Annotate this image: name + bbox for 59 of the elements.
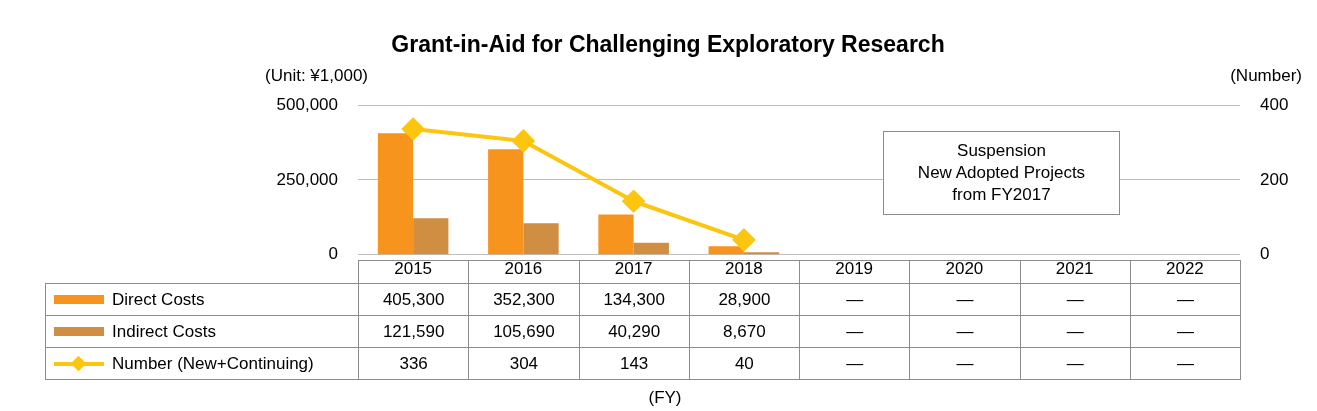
text: —	[956, 321, 974, 341]
x-tick-label: 2021	[1055, 258, 1094, 278]
text: —	[846, 321, 864, 341]
y2-tick-label: 200	[1260, 169, 1289, 189]
text: —	[1176, 289, 1194, 309]
text: —	[846, 289, 864, 309]
data-label: 28,900	[688, 283, 800, 316]
chart-title: Grant-in-Aid for Challenging Exploratory Research	[391, 31, 945, 58]
data-label: 105,690	[468, 315, 580, 348]
y2-axis-title: (Number)	[1230, 65, 1302, 85]
point	[622, 190, 645, 213]
data-label: 143	[578, 347, 690, 380]
x-tick-label: 2015	[394, 258, 433, 278]
legend-label: Indirect Costs	[112, 321, 216, 342]
bar	[413, 218, 449, 255]
bar	[488, 149, 524, 255]
annotation: Suspension New Adopted Projects from FY2017	[917, 140, 1086, 206]
text-box: Suspension New Adopted Projects from FY2017	[883, 131, 1120, 215]
legend-label: Direct Costs	[112, 289, 205, 310]
data-label: 121,590	[358, 315, 470, 348]
data-label: 352,300	[468, 283, 580, 316]
bar	[633, 242, 669, 255]
x-tick-label: 2017	[614, 258, 653, 278]
y2-tick-label: 0	[1260, 244, 1270, 264]
x-tick-label: 2020	[945, 258, 984, 278]
bar	[523, 223, 559, 255]
data-label: 304	[468, 347, 580, 380]
y-tick-label: 500,000	[276, 94, 338, 114]
text: —	[1066, 289, 1084, 309]
text: —	[1066, 321, 1084, 341]
data-label: 134,300	[578, 283, 690, 316]
x-tick-label: 2016	[504, 258, 543, 278]
y-tick-label: 250,000	[276, 169, 338, 189]
x-tick-label: 2018	[724, 258, 763, 278]
point	[732, 228, 755, 251]
x-tick-label: 2019	[835, 258, 874, 278]
text: (FY)	[647, 388, 683, 409]
y2-tick-label: 400	[1260, 94, 1289, 114]
data-label: 336	[358, 347, 470, 380]
data-label: 405,300	[358, 283, 470, 316]
x-tick-label: 2022	[1165, 258, 1204, 278]
y-axis-title: (Unit: ¥1,000)	[265, 65, 368, 85]
bar	[598, 214, 634, 255]
data-label: 40	[688, 347, 800, 380]
data-label: 40,290	[578, 315, 690, 348]
text: —	[956, 289, 974, 309]
text: —	[1176, 321, 1194, 341]
bar	[377, 133, 414, 255]
data-label: 8,670	[688, 315, 800, 348]
bar	[708, 246, 744, 255]
text: —	[846, 353, 864, 373]
text: —	[1176, 353, 1194, 373]
point	[402, 117, 425, 140]
point	[512, 129, 535, 152]
legend-label: Number (New+Continuing)	[112, 353, 314, 374]
text: —	[956, 353, 974, 373]
text: —	[1066, 353, 1084, 373]
bar	[743, 252, 780, 255]
y-tick-label: 0	[328, 244, 338, 264]
